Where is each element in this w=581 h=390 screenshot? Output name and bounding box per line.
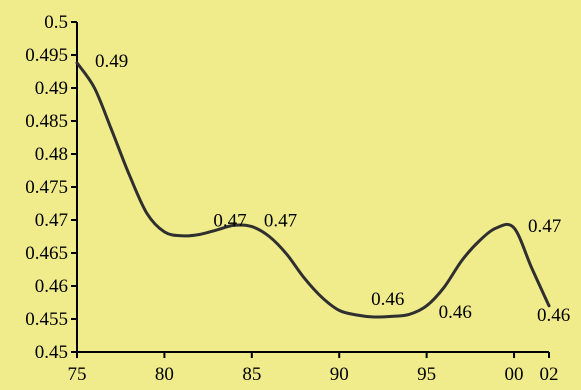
y-axis: 0.45 0.455 0.46 0.465 0.47 0.475 0.48 0.485 0.49… [25,12,78,363]
data-label: 0.47 [264,211,297,232]
y-tick-label: 0.46 [35,276,68,297]
data-label: 0.47 [213,211,246,232]
data-label: 0.46 [537,305,570,326]
x-tick-label: 00 [505,364,524,385]
x-tick-label: 80 [155,364,174,385]
series-lines [75,61,551,319]
x-tick-label: 85 [242,364,261,385]
y-tick-label: 0.49 [35,78,68,99]
x-tick-label: 90 [330,364,349,385]
x-axis: 75 80 85 90 95 00 02 [68,351,559,385]
y-tick-label: 0.495 [25,45,68,66]
data-label: 0.46 [439,302,472,323]
series-line [75,61,551,319]
y-tick-label: 0.48 [35,144,68,165]
y-tick-label: 0.465 [25,243,68,264]
x-tick-label: 02 [540,364,559,385]
y-tick-label: 0.455 [25,309,68,330]
x-tick-label: 75 [68,364,87,385]
y-tick-label: 0.475 [25,177,68,198]
y-tick-label: 0.47 [35,210,68,231]
y-tick-label: 0.5 [44,12,68,33]
data-label: 0.49 [95,51,128,72]
y-tick-label: 0.485 [25,111,68,132]
y-tick-label: 0.45 [35,342,68,363]
data-labels: 0.49 0.47 0.47 0.46 0.46 0.47 0.46 [95,51,570,326]
x-tick-label: 95 [417,364,436,385]
data-label: 0.47 [528,216,561,237]
data-label: 0.46 [371,289,404,310]
